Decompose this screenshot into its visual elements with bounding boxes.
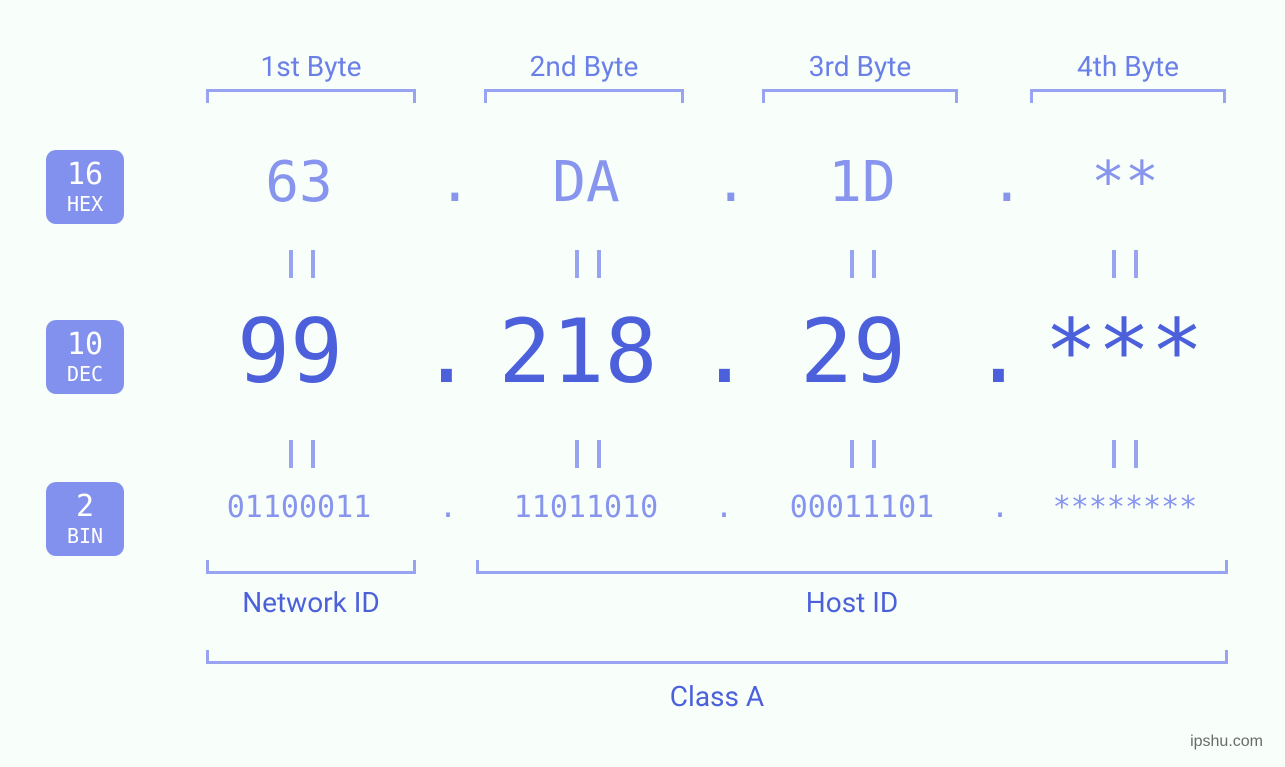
badge-hex-name: HEX (46, 192, 124, 216)
hex-dot-2: . (714, 150, 734, 215)
hex-octet-3: 1D (734, 150, 990, 215)
byte-bracket-top-2 (484, 89, 684, 103)
label-class: Class A (206, 680, 1228, 713)
hex-octet-4: ** (1010, 150, 1240, 215)
bin-octet-4: ******** (1010, 490, 1240, 525)
dec-octet-2: 218 (458, 300, 698, 403)
hex-dot-3: . (990, 150, 1010, 215)
byte-header-4: 4th Byte (1030, 50, 1226, 83)
dec-octet-4: *** (1008, 300, 1240, 403)
bin-octet-1: 01100011 (160, 490, 438, 525)
dec-dot-1: . (420, 300, 458, 403)
bin-dot-1: . (438, 490, 458, 525)
dec-octet-1: 99 (160, 300, 420, 403)
hex-octet-1: 63 (160, 150, 438, 215)
bracket-class (206, 650, 1228, 664)
hex-octet-2: DA (458, 150, 714, 215)
dec-row: 99 . 218 . 29 . *** (160, 300, 1235, 403)
badge-hex: 16 HEX (46, 150, 124, 224)
byte-header-2: 2nd Byte (484, 50, 684, 83)
badge-bin-base: 2 (46, 492, 124, 522)
badge-dec: 10 DEC (46, 320, 124, 394)
badge-dec-name: DEC (46, 362, 124, 386)
byte-bracket-top-3 (762, 89, 958, 103)
bin-octet-2: 11011010 (458, 490, 714, 525)
badge-dec-base: 10 (46, 330, 124, 360)
bin-dot-3: . (990, 490, 1010, 525)
byte-header-3: 3rd Byte (762, 50, 958, 83)
badge-hex-base: 16 (46, 160, 124, 190)
dec-dot-2: . (698, 300, 734, 403)
bin-octet-3: 00011101 (734, 490, 990, 525)
label-network-id: Network ID (206, 586, 416, 619)
bracket-host-id (476, 560, 1228, 574)
label-host-id: Host ID (476, 586, 1228, 619)
bin-row: 01100011 . 11011010 . 00011101 . *******… (160, 490, 1235, 525)
bin-dot-2: . (714, 490, 734, 525)
byte-bracket-top-4 (1030, 89, 1226, 103)
dec-octet-3: 29 (734, 300, 972, 403)
hex-row: 63 . DA . 1D . ** (160, 150, 1235, 215)
badge-bin: 2 BIN (46, 482, 124, 556)
dec-dot-3: . (972, 300, 1008, 403)
byte-header-1: 1st Byte (206, 50, 416, 83)
badge-bin-name: BIN (46, 524, 124, 548)
hex-dot-1: . (438, 150, 458, 215)
bracket-network-id (206, 560, 416, 574)
byte-bracket-top-1 (206, 89, 416, 103)
attribution: ipshu.com (1190, 733, 1263, 751)
